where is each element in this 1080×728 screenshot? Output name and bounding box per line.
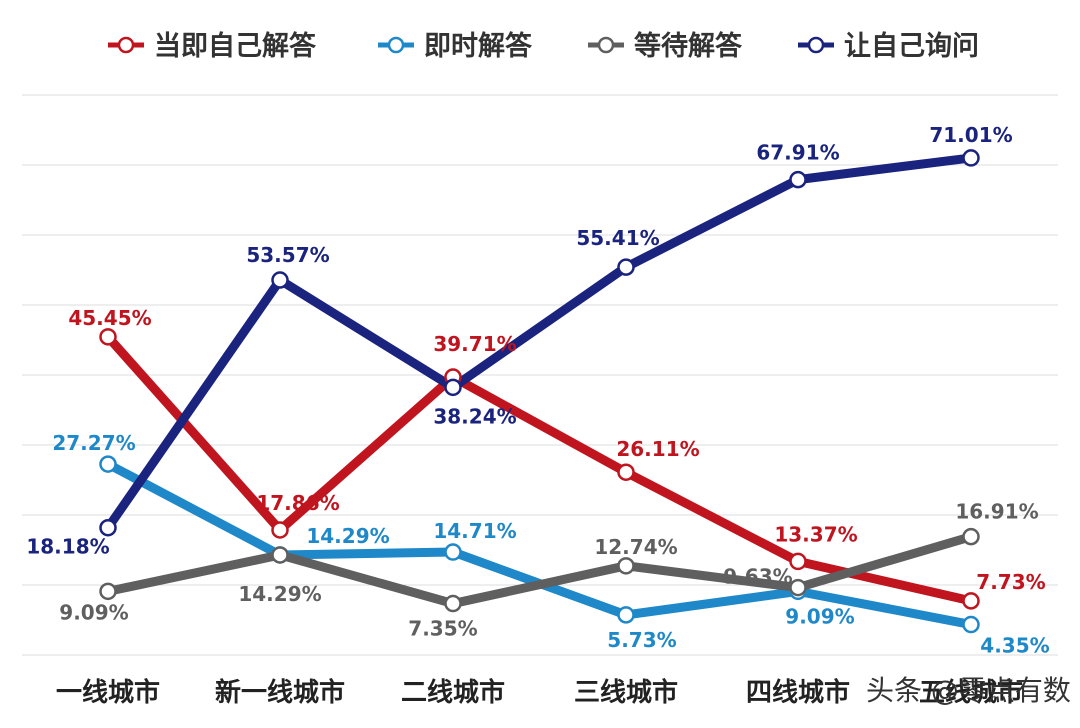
legend-label-2: 即时解答 bbox=[424, 30, 533, 62]
point-s4-5 bbox=[789, 170, 807, 189]
point-s4-3 bbox=[444, 378, 462, 397]
data-label-s1-5: 13.37% bbox=[774, 522, 857, 546]
point-s2-4 bbox=[617, 606, 635, 624]
x-tick-label-6: 五线城市 bbox=[919, 677, 1023, 708]
x-axis: 一线城市 新一线城市 二线城市 三线城市 四线城市 五线城市 bbox=[56, 677, 1023, 708]
data-label-s4-2: 53.57% bbox=[246, 243, 329, 267]
data-label-s3-2: 14.29% bbox=[238, 582, 321, 606]
data-label-s3-6: 16.91% bbox=[955, 500, 1038, 524]
legend: 当即自己解答 即时解答 等待解答 让自己询问 bbox=[108, 30, 979, 62]
legend-label-1: 当即自己解答 bbox=[154, 30, 317, 62]
point-s1-5 bbox=[789, 552, 807, 571]
data-label-s3-1: 9.09% bbox=[59, 600, 128, 624]
data-label-s2-4: 5.73% bbox=[607, 628, 676, 652]
point-s3-3 bbox=[444, 594, 462, 613]
point-s3-6 bbox=[962, 527, 980, 546]
series-line-1 bbox=[103, 332, 976, 606]
data-label-s4-6: 71.01% bbox=[929, 123, 1012, 147]
series-line-3 bbox=[103, 532, 976, 609]
data-label-s4-4: 55.41% bbox=[576, 226, 659, 250]
x-tick-label-4: 三线城市 bbox=[574, 677, 678, 708]
point-s1-2 bbox=[271, 521, 289, 539]
point-s2-3 bbox=[444, 543, 462, 561]
data-label-s2-1: 27.27% bbox=[52, 431, 135, 455]
data-label-s2-3: 14.71% bbox=[433, 519, 516, 543]
data-label-s1-1: 45.45% bbox=[68, 306, 151, 330]
series-lines bbox=[103, 153, 976, 630]
data-label-s4-5: 67.91% bbox=[756, 141, 839, 165]
point-s2-1 bbox=[99, 455, 117, 473]
data-label-s3-3: 7.35% bbox=[408, 617, 477, 641]
legend-label-4: 让自己询问 bbox=[844, 30, 979, 62]
legend-label-3: 等待解答 bbox=[634, 30, 743, 62]
x-tick-label-2: 新一线城市 bbox=[215, 677, 345, 708]
data-label-s4-3: 38.24% bbox=[433, 404, 516, 428]
data-label-s1-3: 39.71% bbox=[433, 332, 516, 356]
point-s4-6 bbox=[962, 149, 980, 167]
point-s3-2 bbox=[271, 546, 289, 564]
data-label-s2-5: 9.09% bbox=[785, 604, 854, 628]
series-line-4 bbox=[103, 153, 976, 533]
data-label-s3-5: 9.63% bbox=[723, 565, 792, 589]
data-label-s2-2: 14.29% bbox=[306, 524, 389, 548]
point-s1-4 bbox=[617, 463, 635, 481]
data-label-s3-4: 12.74% bbox=[594, 535, 677, 559]
series-markers bbox=[99, 149, 980, 634]
legend-marker-4 bbox=[807, 36, 825, 54]
data-label-s1-6: 7.73% bbox=[976, 570, 1045, 594]
legend-marker-3 bbox=[597, 36, 615, 54]
point-s4-1 bbox=[99, 518, 117, 537]
gridlines bbox=[22, 94, 1058, 656]
x-tick-label-1: 一线城市 bbox=[56, 677, 160, 708]
watermark: 头条 @零点有数 bbox=[866, 674, 1071, 707]
point-s3-5 bbox=[789, 578, 807, 597]
data-label-s4-1: 18.18% bbox=[26, 535, 109, 559]
data-label-s1-4: 26.11% bbox=[616, 437, 699, 461]
point-s4-4 bbox=[617, 258, 635, 276]
point-s2-6 bbox=[962, 615, 980, 634]
x-tick-label-5: 四线城市 bbox=[746, 677, 850, 708]
point-s1-6 bbox=[962, 592, 980, 610]
point-s3-4 bbox=[617, 557, 635, 575]
data-label-s2-6: 4.35% bbox=[980, 634, 1049, 658]
point-s1-1 bbox=[99, 328, 117, 346]
legend-marker-1 bbox=[117, 36, 135, 54]
data-label-s1-2: 17.86% bbox=[256, 491, 339, 515]
legend-marker-2 bbox=[387, 36, 405, 54]
data-labels: 45.45% 17.86% 39.71% 26.11% 13.37% 7.73% 27.27… bbox=[26, 123, 1049, 658]
x-tick-label-3: 二线城市 bbox=[401, 677, 505, 708]
point-s4-2 bbox=[271, 271, 289, 289]
point-s3-1 bbox=[99, 582, 117, 601]
